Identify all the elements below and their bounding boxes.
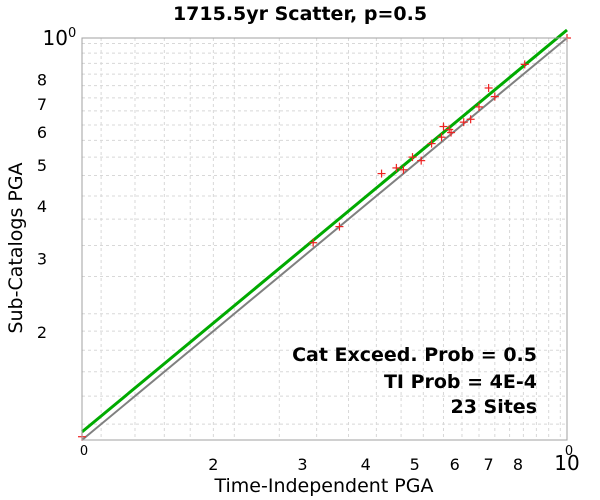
data-point	[459, 118, 468, 127]
x-tick-label: 6	[450, 455, 460, 474]
annotation-site-count: 23 Sites	[450, 396, 537, 418]
identity-line	[81, 37, 568, 441]
x-tick-exponent: 0	[565, 444, 573, 459]
data-point	[490, 92, 499, 101]
x-tick-exponent: 0	[80, 444, 88, 459]
data-point	[309, 238, 318, 247]
x-tick-label: 3	[297, 455, 307, 474]
data-point	[475, 102, 484, 111]
data-point	[427, 139, 436, 148]
y-axis-label: Sub-Catalogs PGA	[5, 162, 27, 333]
grid-layer	[82, 38, 567, 440]
data-point	[439, 122, 448, 131]
x-tick-label: 5	[410, 455, 420, 474]
y-tick-label: 8	[37, 71, 47, 90]
data-point	[520, 60, 529, 69]
annotation-ti-prob: TI Prob = 4E-4	[384, 371, 537, 393]
data-point	[484, 83, 493, 92]
data-point	[335, 222, 344, 231]
y-tick-label: 4	[37, 197, 47, 216]
y-tick-label: 6	[37, 123, 47, 142]
y-tick-label: 5	[37, 156, 47, 175]
y-tick-label: 10	[43, 26, 68, 50]
y-tick-label: 3	[37, 249, 47, 268]
fit-line	[81, 28, 568, 434]
annotation-exceed-prob: Cat Exceed. Prob = 0.5	[292, 344, 537, 366]
x-tick-label: 4	[361, 455, 371, 474]
chart-title: 1715.5yr Scatter, p=0.5	[173, 3, 427, 25]
data-point	[417, 156, 426, 165]
x-tick-label: 2	[208, 455, 218, 474]
data-point	[399, 165, 408, 174]
plot-area-frame	[81, 37, 568, 441]
y-tick-exponent: 0	[68, 26, 76, 41]
data-point	[466, 115, 475, 124]
reference-lines	[81, 28, 568, 441]
data-point	[437, 133, 446, 142]
data-point	[377, 169, 386, 178]
x-tick-label: 7	[484, 455, 494, 474]
x-tick-label: 8	[513, 455, 523, 474]
y-tick-label: 7	[37, 95, 47, 114]
data-point	[447, 128, 456, 137]
x-axis-label: Time-Independent PGA	[213, 475, 433, 497]
y-tick-label: 2	[37, 323, 47, 342]
data-point	[408, 153, 417, 162]
data-point	[392, 163, 401, 172]
x-tick-label: 10	[554, 451, 579, 475]
